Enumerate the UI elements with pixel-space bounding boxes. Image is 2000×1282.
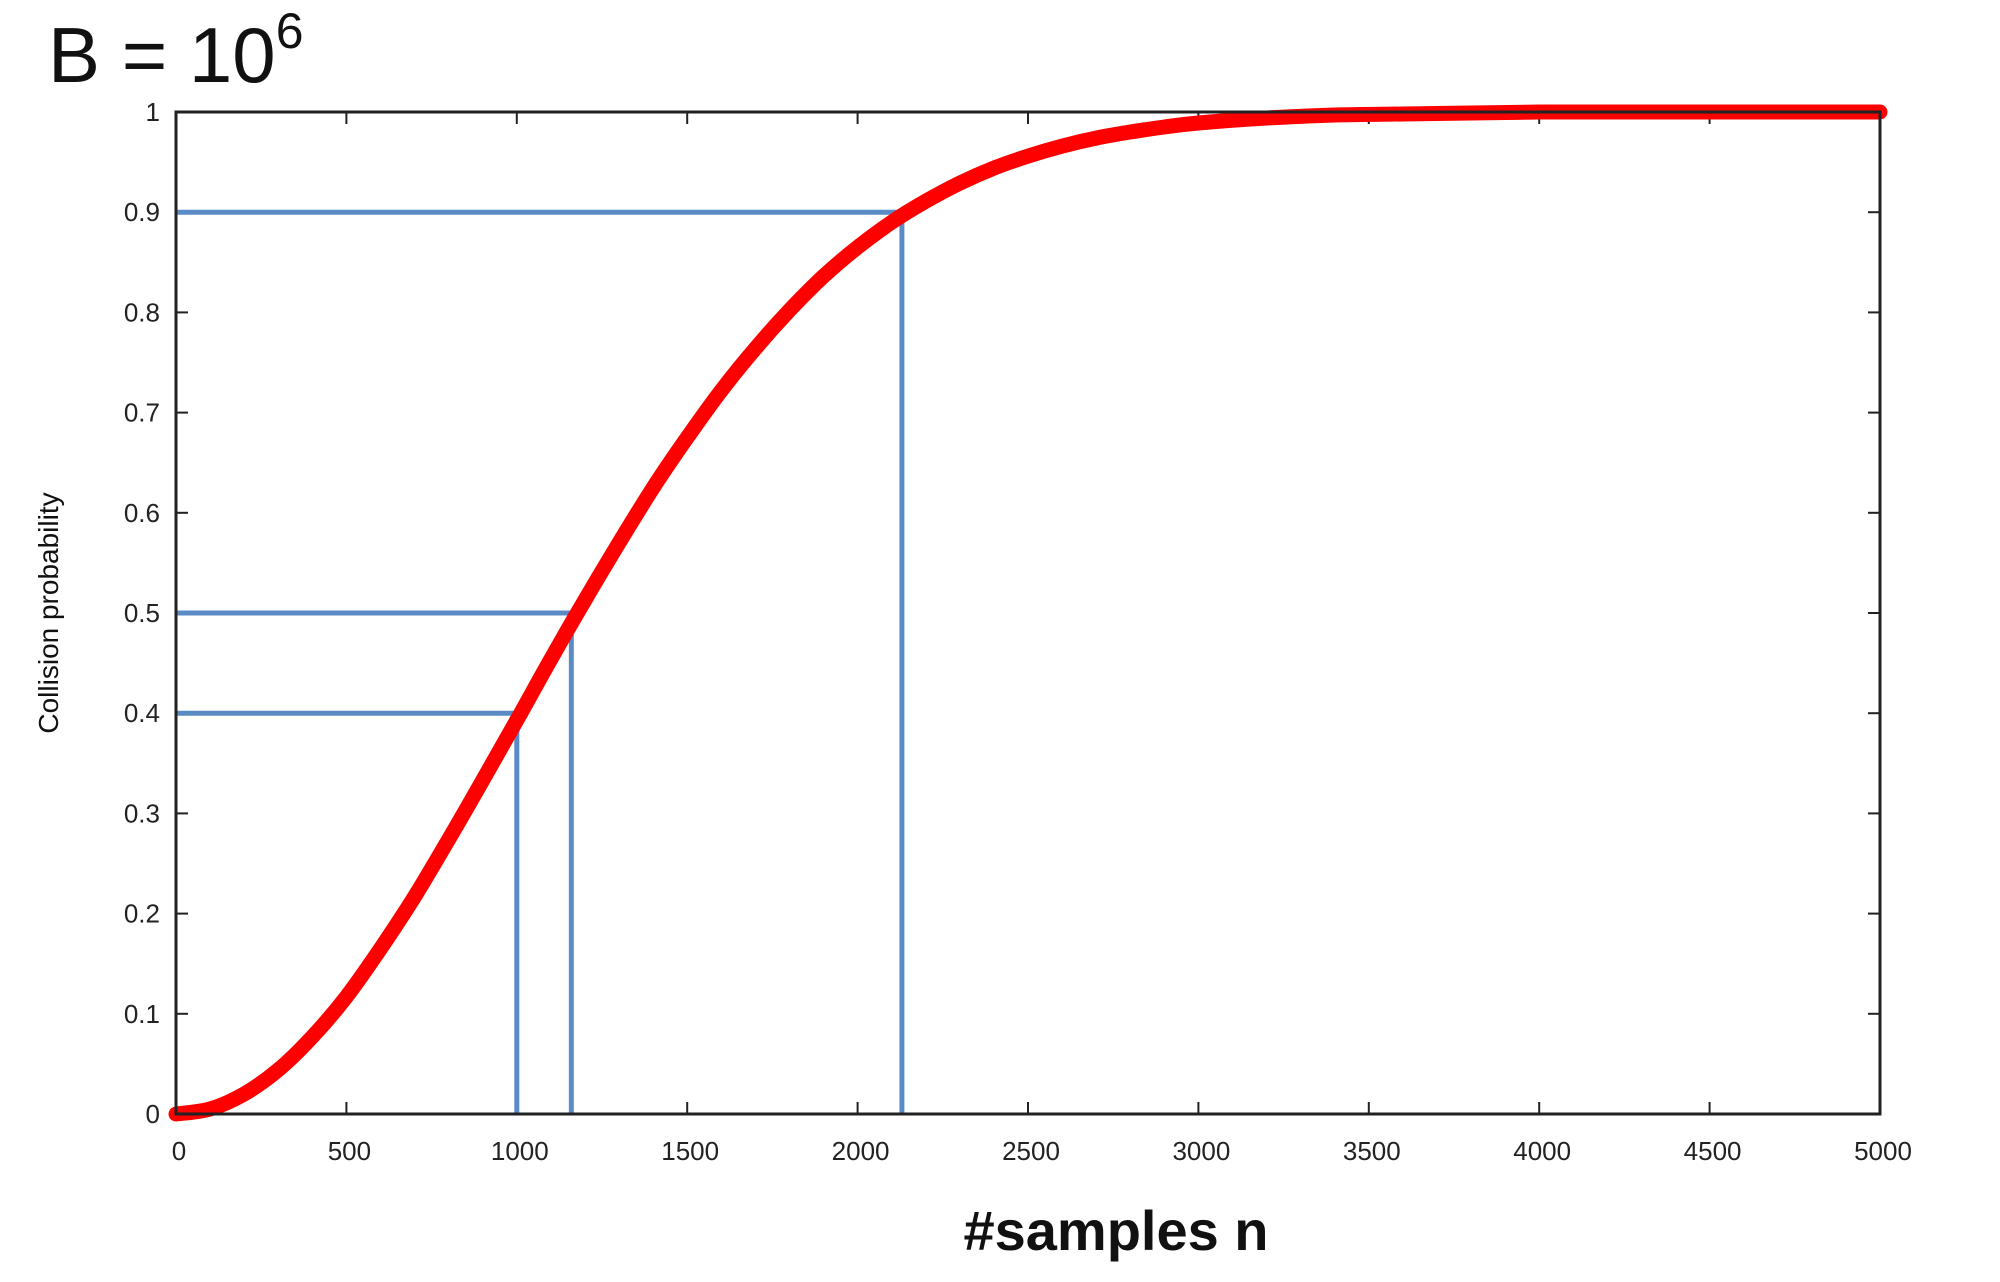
y-tick-label-7: 0.7 [124,398,160,428]
x-tick-label-1: 500 [328,1136,371,1166]
x-tick-label-2: 1000 [491,1136,549,1166]
x-axis-label: #samples n [963,1199,1268,1262]
y-tick-label-9: 0.9 [124,197,160,227]
chart-title-base: B = 10 [48,11,276,99]
plot-frame [174,110,1882,1116]
x-tick-label-0: 0 [172,1136,186,1166]
y-tick-label-3: 0.3 [124,798,160,828]
y-tick-labels: 0 0.1 0.2 0.3 0.4 0.5 0.6 0.7 0.8 0.9 1 [124,97,160,1129]
y-tick-label-6: 0.6 [124,498,160,528]
x-tick-label-7: 3500 [1343,1136,1401,1166]
x-tick-label-10: 5000 [1854,1136,1912,1166]
x-tick-label-9: 4500 [1684,1136,1742,1166]
x-tick-labels: 0 500 1000 1500 2000 2500 3000 3500 4000 4500 5000 [172,1136,1912,1166]
x-tick-label-6: 3000 [1172,1136,1230,1166]
x-tick-label-8: 4000 [1513,1136,1571,1166]
y-tick-label-8: 0.8 [124,297,160,327]
y-tick-label-4: 0.4 [124,698,160,728]
y-tick-label-0: 0 [146,1099,160,1129]
y-axis-label: Collision probability [33,492,64,733]
y-tick-label-10: 1 [146,97,160,127]
chart-title: B = 106 [48,3,304,99]
x-tick-label-4: 2000 [832,1136,890,1166]
chart-title-superscript: 6 [276,3,304,59]
y-tick-label-2: 0.2 [124,899,160,929]
x-tick-label-5: 2500 [1002,1136,1060,1166]
y-tick-label-5: 0.5 [124,598,160,628]
reference-lines [176,209,905,1114]
y-tick-label-1: 0.1 [124,999,160,1029]
x-tick-label-3: 1500 [661,1136,719,1166]
